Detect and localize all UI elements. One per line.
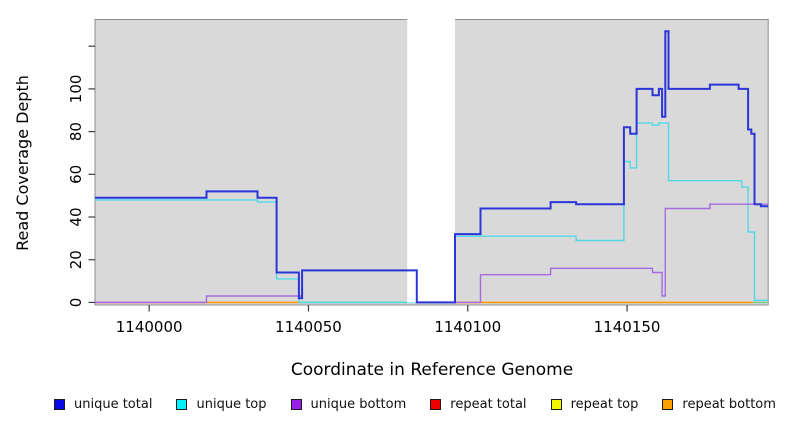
- legend-item-unique-bottom: unique bottom: [290, 397, 407, 412]
- legend: unique total unique top unique bottom repea…: [54, 397, 776, 412]
- legend-swatch-icon: [176, 399, 188, 410]
- legend-item-label: unique top: [196, 397, 267, 412]
- legend-item-label: repeat bottom: [682, 397, 776, 412]
- legend-swatch-icon: [662, 399, 674, 410]
- masked-region: [407, 12, 456, 303]
- series-line-unique-top: [95, 122, 769, 304]
- x-tick-label: 1140050: [275, 318, 342, 336]
- y-tick-label: 20: [67, 250, 85, 269]
- legend-item-repeat-bottom: repeat bottom: [662, 397, 776, 412]
- series-line-unique-total: [95, 30, 769, 304]
- x-tick-label: 1140000: [116, 318, 183, 336]
- legend-swatch-icon: [290, 399, 302, 410]
- legend-item-label: repeat total: [450, 397, 527, 412]
- y-tick-label: 100: [67, 75, 85, 104]
- legend-item-unique-top: unique top: [176, 397, 267, 412]
- legend-item-unique-total: unique total: [54, 397, 152, 412]
- legend-swatch-icon: [550, 399, 562, 410]
- x-tick-label: 1140100: [434, 318, 501, 336]
- y-axis-title: Read Coverage Depth: [13, 75, 32, 251]
- y-tick-label: 80: [67, 122, 85, 141]
- y-tick-label: 0: [67, 298, 85, 308]
- y-tick-label: 60: [67, 165, 85, 184]
- legend-swatch-icon: [54, 399, 65, 410]
- legend-item-label: repeat top: [570, 397, 639, 412]
- x-axis-title: Coordinate in Reference Genome: [290, 360, 574, 380]
- y-tick-label: 40: [67, 207, 85, 226]
- legend-item-repeat-top: repeat top: [550, 397, 639, 412]
- legend-swatch-icon: [430, 399, 442, 410]
- legend-item-label: unique total: [74, 397, 153, 412]
- legend-item-repeat-total: repeat total: [430, 397, 527, 412]
- x-tick-label: 1140150: [594, 318, 661, 336]
- legend-item-label: unique bottom: [310, 397, 407, 412]
